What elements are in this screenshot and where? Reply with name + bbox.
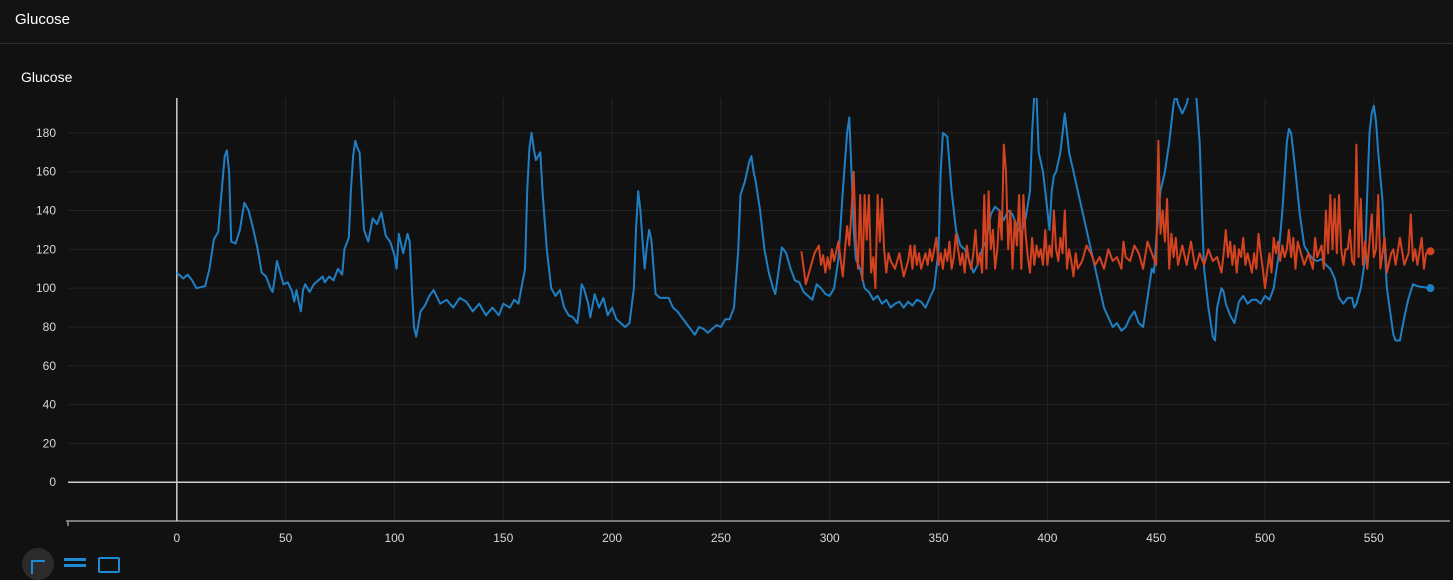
y-tick-label: 120 (36, 242, 56, 256)
axes (66, 98, 1450, 526)
y-tick-label: 80 (43, 320, 57, 334)
y-tick-label: 20 (43, 436, 57, 450)
series (176, 98, 1435, 342)
series-line-actual (176, 98, 1431, 342)
x-tick-label: 450 (1146, 531, 1166, 545)
glucose-chart: 0 20 40 60 80 100 120 140 160 180 0 50 100 150 200 250 3… (36, 98, 1450, 545)
panel-title: Glucose (15, 11, 71, 28)
x-tick-label: 550 (1364, 531, 1384, 545)
x-tick-label: 0 (173, 531, 180, 545)
series-line-predicted (800, 139, 1431, 290)
grid (68, 98, 1450, 521)
fit-view-icon[interactable] (98, 557, 120, 573)
panel-header: Glucose (0, 0, 1453, 44)
x-tick-label: 500 (1255, 531, 1275, 545)
tick-labels: 0 20 40 60 80 100 120 140 160 180 0 50 100 150 200 250 3… (36, 126, 1384, 545)
x-tick-label: 50 (279, 531, 293, 545)
x-tick-label: 100 (384, 531, 404, 545)
x-tick-label: 400 (1037, 531, 1057, 545)
chart-title: Glucose (21, 69, 73, 85)
y-tick-label: 60 (43, 359, 57, 373)
y-tick-label: 0 (49, 475, 56, 489)
x-tick-label: 200 (602, 531, 622, 545)
list-icon[interactable] (64, 558, 86, 568)
chart-toolbar (22, 548, 132, 580)
x-tick-label: 150 (493, 531, 513, 545)
y-tick-label: 180 (36, 126, 56, 140)
series-end-point-actual (1426, 284, 1435, 293)
series-end-point-predicted (1426, 247, 1435, 256)
expand-icon[interactable] (22, 548, 54, 580)
y-tick-label: 140 (36, 204, 56, 218)
x-tick-label: 300 (820, 531, 840, 545)
x-tick-label: 350 (929, 531, 949, 545)
y-tick-label: 160 (36, 165, 56, 179)
y-tick-label: 100 (36, 281, 56, 295)
y-tick-label: 40 (43, 398, 57, 412)
x-tick-label: 250 (711, 531, 731, 545)
